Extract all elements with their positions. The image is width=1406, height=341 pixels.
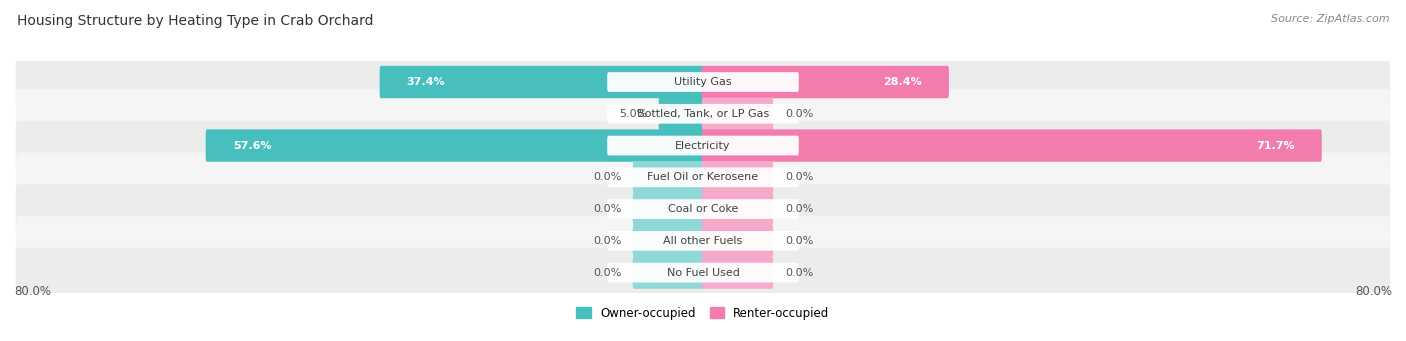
FancyBboxPatch shape	[607, 231, 799, 251]
Text: 28.4%: 28.4%	[883, 77, 922, 87]
Text: 80.0%: 80.0%	[14, 285, 51, 298]
Text: Coal or Coke: Coal or Coke	[668, 204, 738, 214]
Text: Source: ZipAtlas.com: Source: ZipAtlas.com	[1271, 14, 1389, 24]
Text: Bottled, Tank, or LP Gas: Bottled, Tank, or LP Gas	[637, 109, 769, 119]
Text: 71.7%: 71.7%	[1256, 140, 1295, 151]
FancyBboxPatch shape	[702, 66, 949, 98]
FancyBboxPatch shape	[702, 129, 1322, 162]
FancyBboxPatch shape	[633, 161, 704, 194]
FancyBboxPatch shape	[607, 136, 799, 155]
FancyBboxPatch shape	[15, 216, 1391, 266]
FancyBboxPatch shape	[702, 161, 773, 194]
FancyBboxPatch shape	[380, 66, 704, 98]
Text: 0.0%: 0.0%	[593, 268, 621, 278]
Text: Fuel Oil or Kerosene: Fuel Oil or Kerosene	[647, 172, 759, 182]
Text: Electricity: Electricity	[675, 140, 731, 151]
Text: 0.0%: 0.0%	[593, 204, 621, 214]
FancyBboxPatch shape	[607, 199, 799, 219]
FancyBboxPatch shape	[205, 129, 704, 162]
Text: 0.0%: 0.0%	[785, 109, 813, 119]
Text: All other Fuels: All other Fuels	[664, 236, 742, 246]
Text: 0.0%: 0.0%	[593, 236, 621, 246]
FancyBboxPatch shape	[607, 72, 799, 92]
FancyBboxPatch shape	[633, 256, 704, 289]
FancyBboxPatch shape	[607, 263, 799, 282]
Text: 0.0%: 0.0%	[593, 172, 621, 182]
FancyBboxPatch shape	[15, 89, 1391, 138]
Text: 0.0%: 0.0%	[785, 172, 813, 182]
Text: 5.0%: 5.0%	[619, 109, 647, 119]
FancyBboxPatch shape	[607, 167, 799, 187]
FancyBboxPatch shape	[15, 248, 1391, 297]
Text: 37.4%: 37.4%	[406, 77, 446, 87]
FancyBboxPatch shape	[607, 104, 799, 124]
FancyBboxPatch shape	[633, 225, 704, 257]
Text: 0.0%: 0.0%	[785, 236, 813, 246]
FancyBboxPatch shape	[15, 57, 1391, 107]
FancyBboxPatch shape	[658, 98, 704, 130]
Legend: Owner-occupied, Renter-occupied: Owner-occupied, Renter-occupied	[572, 302, 834, 324]
Text: 0.0%: 0.0%	[785, 204, 813, 214]
Text: 57.6%: 57.6%	[233, 140, 271, 151]
FancyBboxPatch shape	[702, 193, 773, 225]
FancyBboxPatch shape	[15, 121, 1391, 170]
FancyBboxPatch shape	[702, 98, 773, 130]
FancyBboxPatch shape	[633, 193, 704, 225]
FancyBboxPatch shape	[15, 184, 1391, 234]
Text: Utility Gas: Utility Gas	[675, 77, 731, 87]
FancyBboxPatch shape	[702, 225, 773, 257]
Text: No Fuel Used: No Fuel Used	[666, 268, 740, 278]
Text: Housing Structure by Heating Type in Crab Orchard: Housing Structure by Heating Type in Cra…	[17, 14, 374, 28]
Text: 0.0%: 0.0%	[785, 268, 813, 278]
FancyBboxPatch shape	[15, 152, 1391, 202]
Text: 80.0%: 80.0%	[1355, 285, 1392, 298]
FancyBboxPatch shape	[702, 256, 773, 289]
